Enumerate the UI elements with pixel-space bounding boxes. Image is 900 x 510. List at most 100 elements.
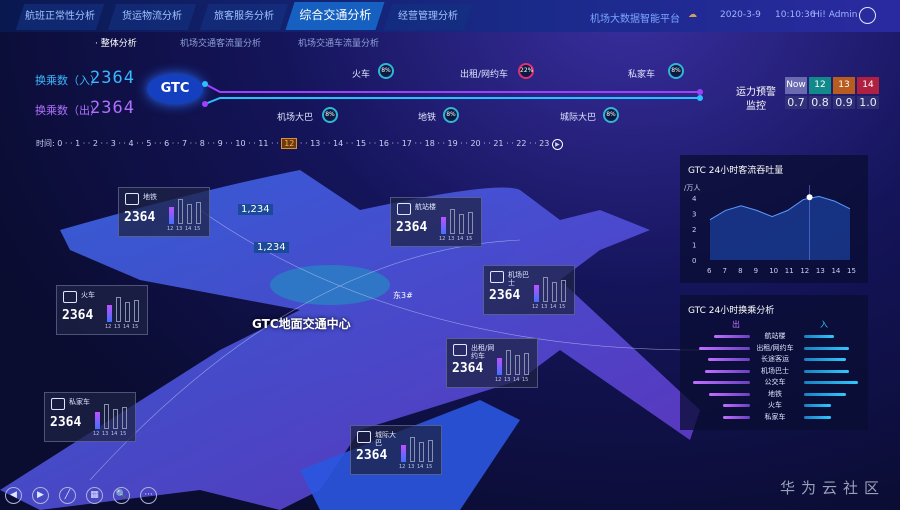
stop-airport-bus: 机场大巴 <box>277 113 314 123</box>
timeline-hour[interactable]: 16 <box>378 139 389 148</box>
stop-taxi-pct: 22% <box>518 63 534 79</box>
timeline-hour[interactable]: 0 <box>57 139 63 148</box>
timeline-hour[interactable]: 14 <box>333 139 344 148</box>
tab-cargo[interactable]: 货运物流分析 <box>107 4 197 30</box>
timeline-hour[interactable]: 10 <box>235 139 246 148</box>
warning-value: 0.7 <box>785 96 807 109</box>
card-tick: 15 <box>559 304 566 310</box>
vehicle-icon <box>490 271 504 283</box>
platform-title: 机场大数据智能平台 <box>590 14 680 25</box>
timeline-hour[interactable]: 6 <box>164 139 170 148</box>
search-icon[interactable]: 🔍 <box>113 487 130 504</box>
timeline-hour[interactable]: 11 <box>258 139 269 148</box>
card-bar <box>524 352 529 375</box>
tab-transport[interactable]: 综合交通分析 <box>285 2 385 30</box>
user-avatar-icon[interactable] <box>859 7 876 24</box>
subtab-passenger-flow[interactable]: 机场交通客流量分析 <box>180 39 262 49</box>
card-tick: 12 <box>495 377 502 383</box>
card-tick: 13 <box>541 304 548 310</box>
card-bar <box>506 349 511 375</box>
subtab-overall[interactable]: · 整体分析 <box>95 39 137 49</box>
timeline-hour[interactable]: 9 <box>217 139 223 148</box>
card-value: 2364 <box>356 448 388 463</box>
subtab-vehicle-flow[interactable]: 机场交通车流量分析 <box>298 39 380 49</box>
card-tick: 12 <box>399 464 406 470</box>
transport-card[interactable]: 地铁 2364 12 13 14 15 <box>118 187 210 237</box>
timeline-hour[interactable]: 2 <box>92 139 98 148</box>
x-tick: 7 <box>723 267 727 275</box>
timeline-hour[interactable]: 23 <box>539 139 550 148</box>
timeline-hour[interactable]: 22 <box>516 139 527 148</box>
category-label: 公交车 <box>764 378 786 386</box>
card-bar <box>468 211 473 234</box>
timeline-hour[interactable]: 8 <box>199 139 205 148</box>
timeline-play-icon[interactable]: ▶ <box>551 139 563 150</box>
card-value: 2364 <box>50 415 82 430</box>
card-bar <box>196 201 201 224</box>
timeline-hour[interactable]: 13 <box>310 139 321 148</box>
timeline-hour[interactable]: 20 <box>470 139 481 148</box>
card-bar <box>116 296 121 322</box>
timeline-hour[interactable]: 4 <box>128 139 134 148</box>
stop-private-car-pct: 8% <box>668 63 684 79</box>
transport-card[interactable]: 出租/网约车 2364 12 13 14 15 <box>446 338 538 388</box>
stop-metro: 地铁 <box>418 113 437 123</box>
in-bar <box>804 358 846 361</box>
transfer-title: GTC 24小时换乘分析 <box>688 306 775 316</box>
transfer-row: 出租/网约车 <box>680 343 870 353</box>
vehicle-icon <box>357 431 371 443</box>
prev-icon[interactable]: ◀ <box>5 487 22 504</box>
card-bar <box>410 436 415 462</box>
warning-value: 0.8 <box>809 96 831 109</box>
next-icon[interactable]: ▶ <box>32 487 49 504</box>
timeline-hour[interactable]: 18 <box>424 139 435 148</box>
gtc-hub: GTC <box>147 74 203 104</box>
timeline-hour[interactable]: 7 <box>181 139 188 148</box>
category-label: 私家车 <box>764 412 786 421</box>
timeline-hour[interactable]: 21 <box>493 139 504 148</box>
x-tick: 12 <box>800 267 809 275</box>
out-value: 2364 <box>90 98 135 118</box>
warning-value: 0.9 <box>833 96 855 109</box>
in-header: 入 <box>820 320 828 329</box>
card-tick: 15 <box>522 377 529 383</box>
timeline-hour[interactable]: 17 <box>401 139 412 148</box>
x-tick: 11 <box>785 267 794 275</box>
transport-card[interactable]: 城际大巴 2364 12 13 14 15 <box>350 425 442 475</box>
out-bar <box>699 346 750 350</box>
in-bar <box>804 335 834 338</box>
out-bar <box>723 404 750 407</box>
more-icon[interactable]: ··· <box>140 487 157 504</box>
transport-card[interactable]: 机场巴士 2364 12 13 14 15 <box>483 265 575 315</box>
user-name[interactable]: Hi! Admin <box>813 10 858 20</box>
layers-icon[interactable]: ▦ <box>86 487 103 504</box>
tab-management[interactable]: 经营管理分析 <box>383 4 473 30</box>
out-label: 换乘数（出） <box>35 104 101 117</box>
tab-flight[interactable]: 航班正常性分析 <box>15 4 105 30</box>
transport-card[interactable]: 私家车 2364 12 13 14 15 <box>44 392 136 442</box>
tab-passenger[interactable]: 旅客服务分析 <box>199 4 289 30</box>
card-bar <box>169 207 174 224</box>
warning-header: 12 <box>809 77 831 94</box>
timeline-hour[interactable]: 19 <box>447 139 458 148</box>
card-value: 2364 <box>62 308 94 323</box>
gtc-center-label: GTC地面交通中心 <box>252 317 351 331</box>
transport-card[interactable]: 火车 2364 12 13 14 15 <box>56 285 148 335</box>
in-label: 换乘数（入） <box>35 74 101 87</box>
timeline-hour[interactable]: 5 <box>146 139 152 148</box>
card-title: 航站楼 <box>415 203 436 211</box>
x-tick: 6 <box>707 267 712 275</box>
tab-label: 经营管理分析 <box>398 11 458 22</box>
in-bar <box>804 346 849 350</box>
timeline-hour[interactable]: 3 <box>110 139 116 148</box>
tab-label: 航班正常性分析 <box>25 11 95 22</box>
card-tick: 12 <box>439 236 446 242</box>
timeline-hour[interactable]: 1 <box>75 139 81 148</box>
transport-card[interactable]: 航站楼 2364 12 13 14 15 <box>390 197 482 247</box>
card-tick: 14 <box>111 431 118 437</box>
draw-icon[interactable]: ╱ <box>59 487 76 504</box>
card-bar <box>104 403 109 429</box>
timeline-hour[interactable]: 12 <box>281 138 298 149</box>
timeline-hour[interactable]: 15 <box>355 139 367 148</box>
in-bar <box>804 415 831 419</box>
